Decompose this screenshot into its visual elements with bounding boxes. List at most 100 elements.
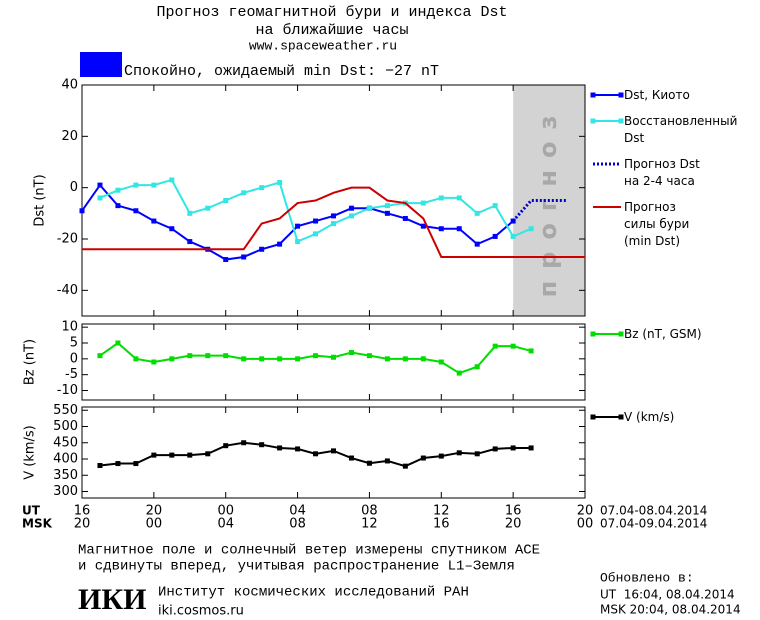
marker [348, 455, 354, 461]
marker [169, 356, 175, 362]
plot-frame [81, 323, 586, 401]
marker [528, 348, 534, 354]
x-tick-label: 12 [433, 504, 450, 519]
legend-swatch [590, 414, 624, 420]
marker [510, 218, 516, 224]
legend-marker [590, 414, 596, 420]
marker [492, 203, 498, 209]
marker [187, 353, 193, 359]
marker [97, 195, 103, 201]
legend-label: Прогноз силы бури (min Dst) [624, 200, 690, 248]
marker [205, 451, 211, 457]
series-line [82, 186, 585, 258]
y-axis-label: Bz (nT) [23, 339, 38, 385]
marker [241, 440, 247, 446]
marker [456, 370, 462, 376]
marker [277, 356, 283, 362]
marker [492, 343, 498, 349]
legend-label: Bz (nT, GSM) [624, 327, 702, 341]
axis-row-label: UT [22, 504, 41, 518]
legend-entry: Dst, Киото [590, 87, 737, 104]
legend-entry: Прогноз Dst на 2-4 часа [590, 156, 737, 190]
marker [331, 354, 336, 360]
marker [97, 463, 103, 468]
y-tick-label: 500 [53, 419, 78, 434]
marker [348, 205, 354, 211]
marker [366, 353, 372, 359]
marker [384, 458, 390, 464]
x-tick-label: 00 [577, 517, 594, 532]
marker [402, 356, 408, 362]
legend-marker [590, 331, 596, 337]
marker [348, 350, 354, 355]
x-tick-label: 16 [433, 517, 450, 532]
y-tick-label: 300 [53, 484, 78, 499]
y-tick-label: 450 [53, 435, 78, 450]
y-tick-label: 400 [53, 452, 78, 467]
y-tick-label: 350 [53, 468, 78, 483]
x-tick-label: 16 [74, 504, 91, 519]
x-tick-label: 04 [217, 517, 234, 532]
updated-ut: UT 16:04, 08.04.2014 [600, 588, 735, 602]
marker [115, 461, 121, 467]
x-tick-label: 20 [74, 517, 91, 532]
x-tick-label: 08 [361, 504, 378, 519]
y-tick-label: 5 [70, 336, 78, 351]
marker [402, 463, 408, 469]
axis-row-label: MSK [22, 517, 53, 531]
marker [331, 448, 336, 454]
status-text: Спокойно, ожидаемый min Dst: −27 nT [124, 63, 439, 80]
title: Прогноз геомагнитной бури и индекса Dst [156, 4, 507, 21]
legend-marker [618, 331, 624, 337]
marker [510, 445, 516, 451]
legend-swatch [590, 118, 624, 124]
y-tick-label: 10 [61, 320, 78, 335]
marker [331, 213, 336, 219]
y-axis-label: V (km/s) [23, 425, 38, 480]
legend: Dst, Киото Восстановленный Dst Прогноз Dst… [590, 87, 737, 250]
x-tick-label: 00 [146, 517, 163, 532]
marker [528, 226, 534, 232]
marker [187, 210, 193, 216]
x-tick-label: 20 [505, 517, 522, 532]
plot-frame [81, 406, 586, 499]
marker [241, 254, 247, 260]
marker [79, 208, 85, 214]
plot-frame [81, 84, 586, 317]
marker [169, 452, 175, 458]
y-axis-label: Dst (nT) [33, 174, 48, 226]
marker [115, 340, 121, 346]
url: www.spaceweather.ru [249, 38, 397, 53]
marker [259, 442, 265, 448]
marker [420, 356, 426, 362]
marker [313, 451, 319, 457]
legend-label: Прогноз Dst на 2-4 часа [624, 157, 700, 188]
site: iki.cosmos.ru [158, 604, 244, 619]
marker [492, 446, 498, 452]
marker [277, 180, 283, 186]
legend-marker [618, 92, 624, 98]
legend-swatch [593, 206, 621, 208]
footer-note: Магнитное поле и солнечный ветер измерен… [78, 542, 540, 559]
marker [97, 182, 103, 188]
marker [331, 221, 336, 227]
marker [295, 223, 301, 229]
marker [151, 359, 157, 365]
marker [474, 241, 480, 247]
legend-marker [618, 118, 624, 124]
legend: Bz (nT, GSM) [590, 326, 702, 343]
marker [115, 187, 121, 193]
marker [366, 205, 372, 211]
marker [474, 364, 480, 370]
marker [115, 203, 121, 209]
updated: Обновлено в: [600, 570, 694, 585]
date-range: 07.04-08.04.2014 [600, 504, 707, 518]
marker [384, 210, 390, 216]
date-range: 07.04-09.04.2014 [600, 517, 707, 531]
marker [456, 226, 462, 232]
marker [313, 231, 319, 237]
y-tick-label: -5 [65, 367, 78, 382]
marker [259, 185, 265, 191]
marker [438, 453, 444, 459]
